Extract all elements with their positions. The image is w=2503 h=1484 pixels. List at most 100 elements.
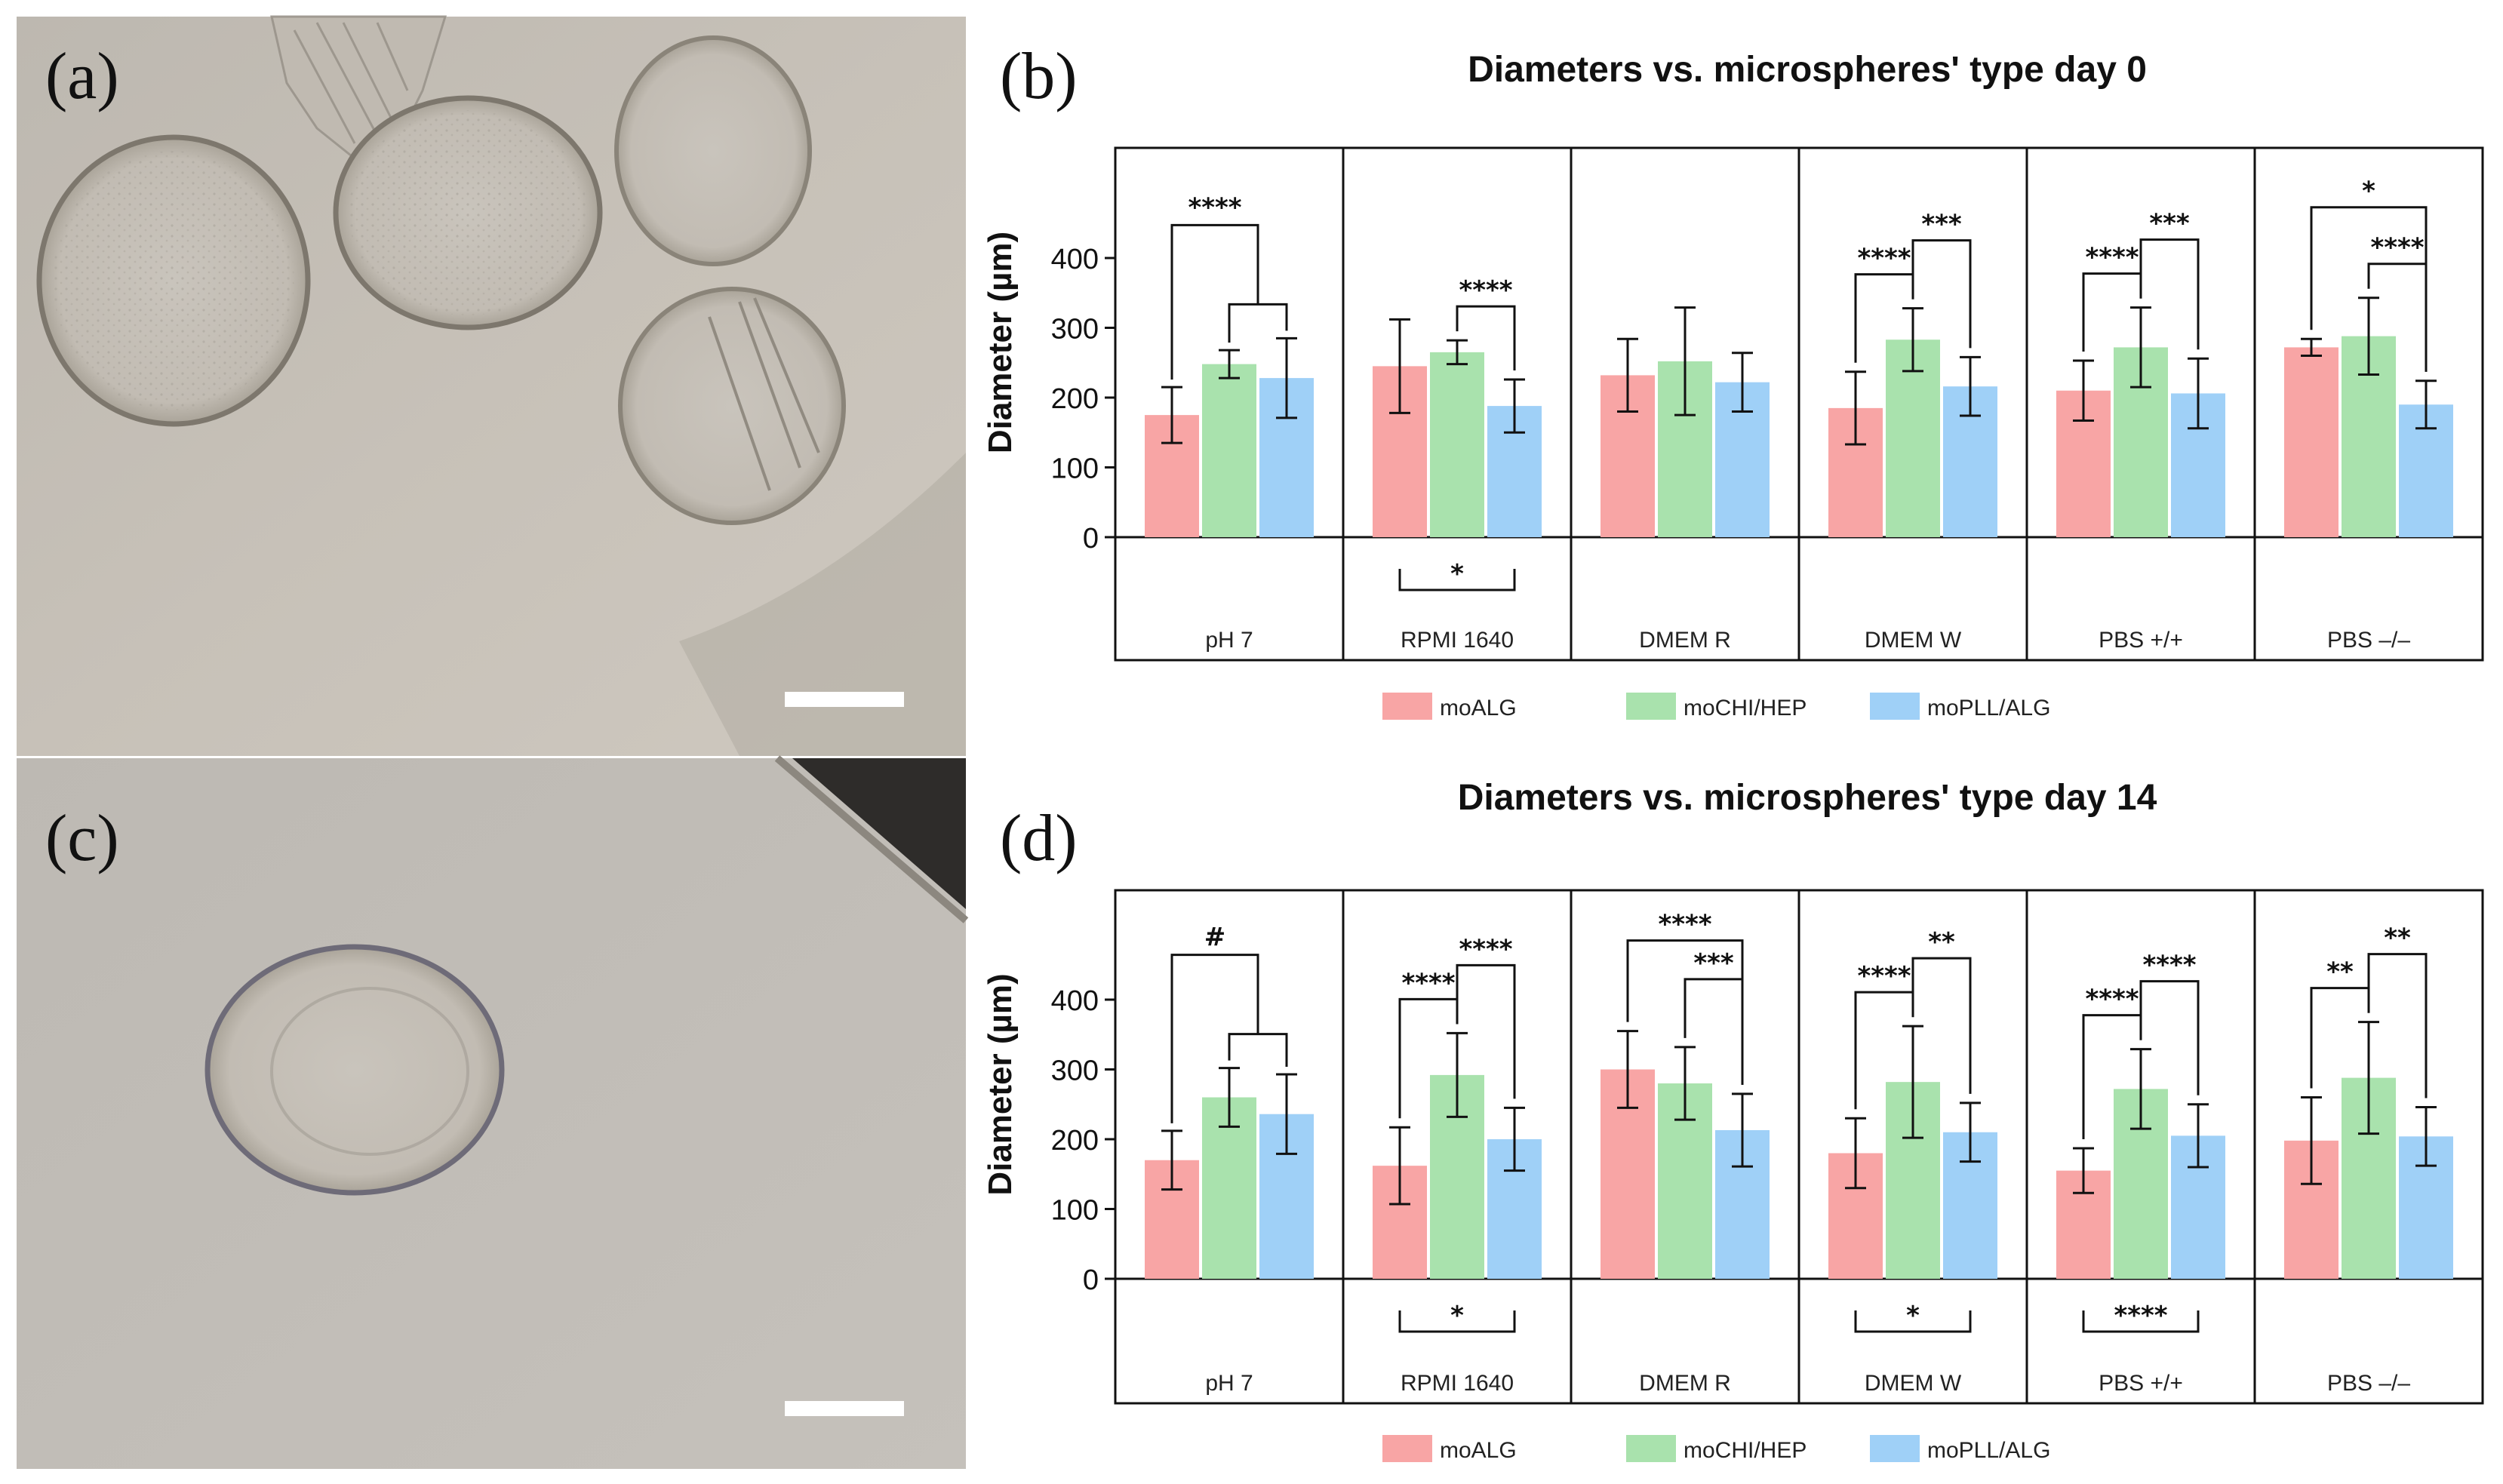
chart-d-legend: moALG moCHI/HEP moPLL/ALG (1382, 1435, 2050, 1463)
legend-d-swatch-moalg (1382, 1435, 1432, 1462)
chart-d-category-label-2: DMEM R (1639, 1371, 1731, 1396)
chart-b-significance-2-label: * (1450, 559, 1464, 589)
legend-d-label-mopll: moPLL/ALG (1927, 1438, 2050, 1463)
legend-d-swatch-mochi (1626, 1435, 1676, 1462)
chart-d-significance-2-label: **** (1459, 934, 1512, 964)
chart-b-significance-3-label: **** (1857, 244, 1911, 274)
chart-b-significance-2-bracket (1398, 569, 1516, 591)
chart-b-plot: Diameter (µm) 0 100 200 300 400 pH 7 RPMI 1640 D… (982, 146, 2484, 662)
chart-d-category-label-3: DMEM W (1865, 1371, 1962, 1396)
chart-d-y-axis-label: Diameter (µm) (982, 973, 1019, 1195)
chart-d-significance-8-label: * (1906, 1301, 1920, 1331)
chart-d-significance-6-label: **** (1857, 961, 1911, 991)
chart-d-significance-0-label: # (1204, 923, 1226, 953)
chart-d-ytick-label-0: 0 (1083, 1264, 1099, 1296)
chart-d-ytick-label-300: 300 (1051, 1055, 1099, 1087)
microsphere-single (204, 944, 505, 1196)
microsphere-top-right (614, 35, 812, 266)
chart-d-category-label-0: pH 7 (1205, 1371, 1253, 1396)
panel-label-a: (a) (45, 40, 119, 113)
chart-b-ytick-label-200: 200 (1051, 383, 1099, 415)
chart-d-ytick-label-200: 200 (1051, 1125, 1099, 1157)
chart-b-significance-5-label: **** (2085, 243, 2139, 273)
chart-b-significance-5-bracket (2082, 272, 2142, 352)
chart-b-significance-6-bracket (2139, 238, 2200, 350)
chart-b-ytick-label-400: 400 (1051, 244, 1099, 275)
chart-b-significance-1-label: **** (1459, 275, 1512, 306)
legend-b-swatch-moalg (1382, 693, 1432, 720)
chart-d-significance-0-outer-bracket (1170, 954, 1259, 1123)
chart-b-significance-4-bracket (1911, 239, 1972, 349)
panel-label-b: (b) (1000, 40, 1078, 113)
chart-d-significance-9-label: **** (2085, 985, 2139, 1015)
chart-b-significance-8-label: * (2362, 177, 2375, 207)
legend-b-swatch-mopll (1870, 693, 1920, 720)
chart-d-plot: Diameter (µm) 0 100 200 300 400 pH 7 RPMI 1640 D… (982, 889, 2484, 1405)
chart-d: (d) Diameters vs. microspheres' type day… (982, 778, 2484, 1463)
photo-a-debris-lines (293, 22, 409, 144)
chart-b-significance-7-label: **** (2370, 233, 2424, 263)
legend-d-swatch-mopll (1870, 1435, 1920, 1462)
chart-b-bar-mochihep-1 (1430, 352, 1484, 537)
chart-b-bar-moalg-5 (2284, 347, 2338, 537)
scale-bar-c (785, 1401, 904, 1416)
chart-d-significance-10-label: **** (2142, 951, 2196, 981)
chart-b-category-label-2: DMEM R (1639, 628, 1731, 653)
chart-d-significance-7-label: ** (1928, 927, 1955, 957)
chart-d-category-label-5: PBS –/– (2327, 1371, 2410, 1396)
microsphere-right (618, 287, 846, 525)
chart-d-significance-13-bracket (2367, 953, 2428, 1098)
chart-d-significance-11-bracket (2082, 1310, 2200, 1333)
chart-b-legend: moALG moCHI/HEP moPLL/ALG (1382, 693, 2050, 720)
chart-b-significance-0-inner-bracket (1228, 303, 1288, 343)
photo-a: (a) (17, 15, 966, 756)
chart-d-category-label-4: PBS +/+ (2099, 1371, 2183, 1396)
photo-a-shadow (679, 453, 966, 756)
chart-b-ytick-label-100: 100 (1051, 453, 1099, 485)
chart-b-y-axis-label: Diameter (µm) (982, 232, 1019, 453)
chart-d-significance-11-label: **** (2114, 1301, 2167, 1331)
panel-label-c: (c) (45, 802, 119, 875)
chart-b-significance-8-bracket (2310, 206, 2428, 372)
chart-d-significance-0-inner-bracket (1228, 1033, 1288, 1067)
chart-d-significance-4-label: **** (1658, 910, 1711, 940)
chart-d-category-label-1: RPMI 1640 (1401, 1371, 1514, 1396)
chart-d-significance-13-label: ** (2384, 923, 2411, 954)
chart-b-title: Diameters vs. microspheres' type day 0 (1468, 50, 2147, 90)
microsphere-single-inner (270, 987, 469, 1156)
scale-bar-a (785, 692, 904, 707)
chart-d-significance-8-bracket (1854, 1310, 1972, 1333)
chart-d-significance-10-bracket (2139, 980, 2200, 1095)
chart-b-bar-mochihep-0 (1202, 364, 1256, 537)
chart-b-significance-1-bracket (1456, 305, 1516, 370)
chart-b-ytick-label-0: 0 (1083, 523, 1099, 555)
microsphere-top-middle-texture (349, 110, 587, 315)
chart-b-category-label-0: pH 7 (1205, 628, 1253, 653)
chart-b-category-label-3: DMEM W (1865, 628, 1962, 653)
legend-d-label-mochi: moCHI/HEP (1684, 1438, 1807, 1463)
chart-b-category-label-4: PBS +/+ (2099, 628, 2183, 653)
chart-d-significance-1-label: **** (1401, 968, 1455, 998)
chart-d-title: Diameters vs. microspheres' type day 14 (1458, 778, 2157, 818)
photo-c: (c) (17, 755, 969, 1469)
legend-b-label-mochi: moCHI/HEP (1684, 696, 1807, 720)
chart-d-significance-5-bracket (1684, 978, 1744, 1085)
chart-b-significance-4-label: *** (1921, 210, 1962, 240)
photo-c-dark-corner-edge (774, 755, 969, 923)
chart-d-ytick-label-400: 400 (1051, 985, 1099, 1017)
chart-b-significance-0-label: **** (1188, 192, 1241, 223)
chart-d-significance-12-label: ** (2326, 957, 2354, 988)
legend-b-label-moalg: moALG (1440, 696, 1517, 720)
chart-d-significance-7-bracket (1911, 957, 1972, 1094)
chart-b-category-label-1: RPMI 1640 (1401, 628, 1514, 653)
microsphere-large-left-texture (53, 151, 294, 410)
legend-d-label-moalg: moALG (1440, 1438, 1517, 1463)
chart-d-significance-3-label: * (1450, 1301, 1464, 1331)
legend-b-label-mopll: moPLL/ALG (1927, 696, 2050, 720)
microsphere-right-fold (708, 297, 820, 491)
chart-b: (b) Diameters vs. microspheres' type day… (982, 40, 2484, 720)
panel-label-d: (d) (1000, 802, 1078, 875)
chart-d-significance-3-bracket (1398, 1310, 1516, 1333)
chart-b-significance-0-outer-bracket (1170, 223, 1259, 380)
